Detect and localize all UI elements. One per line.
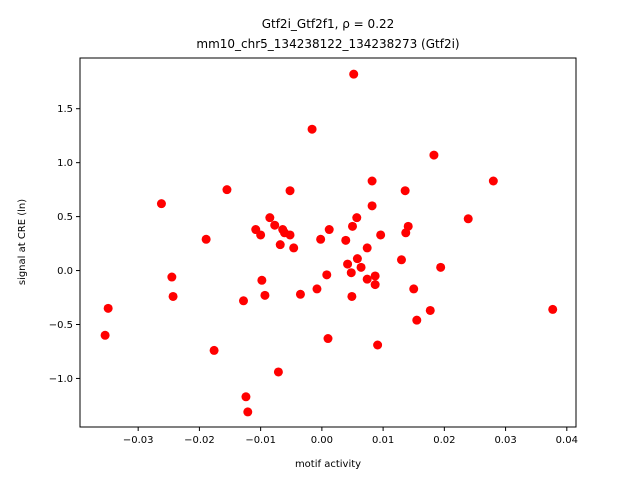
- data-point: [270, 220, 280, 230]
- data-point: [370, 280, 380, 290]
- x-axis-label: motif activity: [295, 459, 361, 470]
- data-point: [367, 201, 377, 211]
- x-tick-label: 0.01: [372, 435, 394, 446]
- data-point: [341, 235, 351, 245]
- data-point: [362, 243, 372, 253]
- x-tick-label: 0.02: [433, 435, 455, 446]
- data-point: [168, 291, 178, 301]
- data-point: [376, 230, 386, 240]
- data-point: [222, 185, 232, 195]
- data-point: [238, 296, 248, 306]
- data-point: [312, 284, 322, 294]
- y-tick-label: 0.5: [57, 212, 73, 223]
- y-tick-label: 1.0: [57, 158, 73, 169]
- data-point: [260, 290, 270, 300]
- x-tick-label: 0.03: [494, 435, 516, 446]
- data-point: [316, 234, 326, 244]
- y-tick-label: −1.0: [49, 374, 73, 385]
- y-tick-label: 1.5: [57, 104, 73, 115]
- data-point: [167, 272, 177, 282]
- data-point: [349, 69, 359, 79]
- data-point: [275, 240, 285, 250]
- data-point: [243, 407, 253, 417]
- y-tick-label: 0.0: [57, 266, 73, 277]
- data-point: [103, 303, 113, 313]
- chart-title-line2: mm10_chr5_134238122_134238273 (Gtf2i): [196, 37, 459, 51]
- data-point: [409, 284, 419, 294]
- data-point: [273, 367, 283, 377]
- data-point: [256, 230, 266, 240]
- points-layer: [100, 69, 558, 417]
- data-point: [352, 213, 362, 223]
- data-point: [347, 221, 357, 231]
- data-point: [346, 268, 356, 278]
- data-point: [324, 225, 334, 235]
- data-point: [356, 262, 366, 272]
- data-point: [285, 230, 295, 240]
- chart-title-line1: Gtf2i_Gtf2f1, ρ = 0.22: [262, 17, 395, 31]
- data-point: [367, 176, 377, 186]
- data-point: [412, 315, 422, 325]
- x-tick-label: −0.01: [245, 435, 276, 446]
- y-axis-ticks: −1.0 −0.5 0.0 0.5 1.0 1.5: [49, 104, 80, 385]
- data-point: [307, 124, 317, 134]
- x-tick-label: −0.03: [123, 435, 154, 446]
- x-tick-label: 0.04: [556, 435, 578, 446]
- data-point: [265, 213, 275, 223]
- data-point: [436, 262, 446, 272]
- data-point: [156, 199, 166, 209]
- y-tick-label: −0.5: [49, 320, 73, 331]
- data-point: [347, 291, 357, 301]
- data-point: [429, 150, 439, 160]
- data-point: [100, 330, 110, 340]
- data-point: [488, 176, 498, 186]
- x-axis-ticks: −0.03 −0.02 −0.01 0.00 0.01 0.02 0.03 0.04: [123, 427, 578, 446]
- data-point: [400, 186, 410, 196]
- data-point: [463, 214, 473, 224]
- data-point: [373, 340, 383, 350]
- data-point: [289, 243, 299, 253]
- data-point: [322, 270, 332, 280]
- data-point: [295, 289, 305, 299]
- data-point: [425, 305, 435, 315]
- data-point: [396, 255, 406, 265]
- data-point: [285, 186, 295, 196]
- data-point: [201, 234, 211, 244]
- data-point: [257, 275, 267, 285]
- x-tick-label: 0.00: [311, 435, 333, 446]
- data-point: [241, 392, 251, 402]
- data-point: [370, 271, 380, 281]
- data-point: [323, 334, 333, 344]
- axes-frame: [79, 57, 577, 428]
- data-point: [209, 345, 219, 355]
- data-point: [401, 228, 411, 238]
- y-axis-label: signal at CRE (ln): [17, 199, 28, 285]
- x-tick-label: −0.02: [184, 435, 215, 446]
- data-point: [352, 254, 362, 264]
- plot-area: [79, 57, 577, 428]
- data-point: [362, 274, 372, 284]
- data-point: [548, 304, 558, 314]
- data-point: [343, 259, 353, 269]
